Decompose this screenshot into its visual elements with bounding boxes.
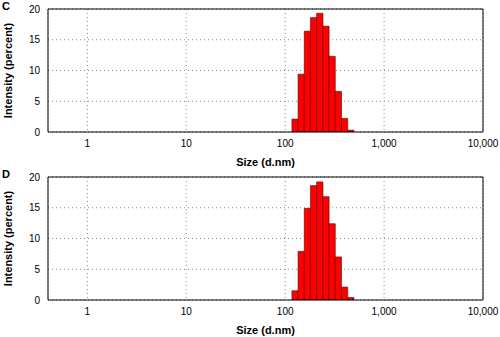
svg-text:1,000: 1,000 (372, 306, 397, 317)
html-text:C: C (2, 0, 10, 12)
svg-text:10: 10 (29, 65, 41, 76)
svg-text:1: 1 (85, 306, 91, 317)
svg-text:5: 5 (34, 264, 40, 275)
html-text:D: D (2, 168, 10, 180)
svg-text:1: 1 (85, 138, 91, 149)
svg-text:0: 0 (34, 295, 40, 306)
svg-text:10,000: 10,000 (468, 306, 492, 317)
svg-text:10,000: 10,000 (468, 138, 492, 149)
svg-text:20: 20 (29, 172, 41, 183)
svg-text:100: 100 (277, 138, 294, 149)
svg-text:5: 5 (34, 96, 40, 107)
svg-text:10: 10 (181, 306, 193, 317)
svg-text:10: 10 (181, 138, 193, 149)
svg-text:1,000: 1,000 (372, 138, 397, 149)
svg-text:15: 15 (29, 202, 41, 213)
svg-text:Intensity (percent): Intensity (percent) (8, 22, 14, 118)
svg-text:10: 10 (29, 233, 41, 244)
svg-text:Size (d.nm): Size (d.nm) (236, 324, 295, 336)
svg-text:Intensity (percent): Intensity (percent) (8, 190, 14, 286)
svg-text:20: 20 (29, 4, 41, 15)
svg-text:Size (d.nm): Size (d.nm) (236, 156, 295, 168)
svg-text:15: 15 (29, 34, 41, 45)
svg-text:100: 100 (277, 306, 294, 317)
svg-text:0: 0 (34, 127, 40, 138)
